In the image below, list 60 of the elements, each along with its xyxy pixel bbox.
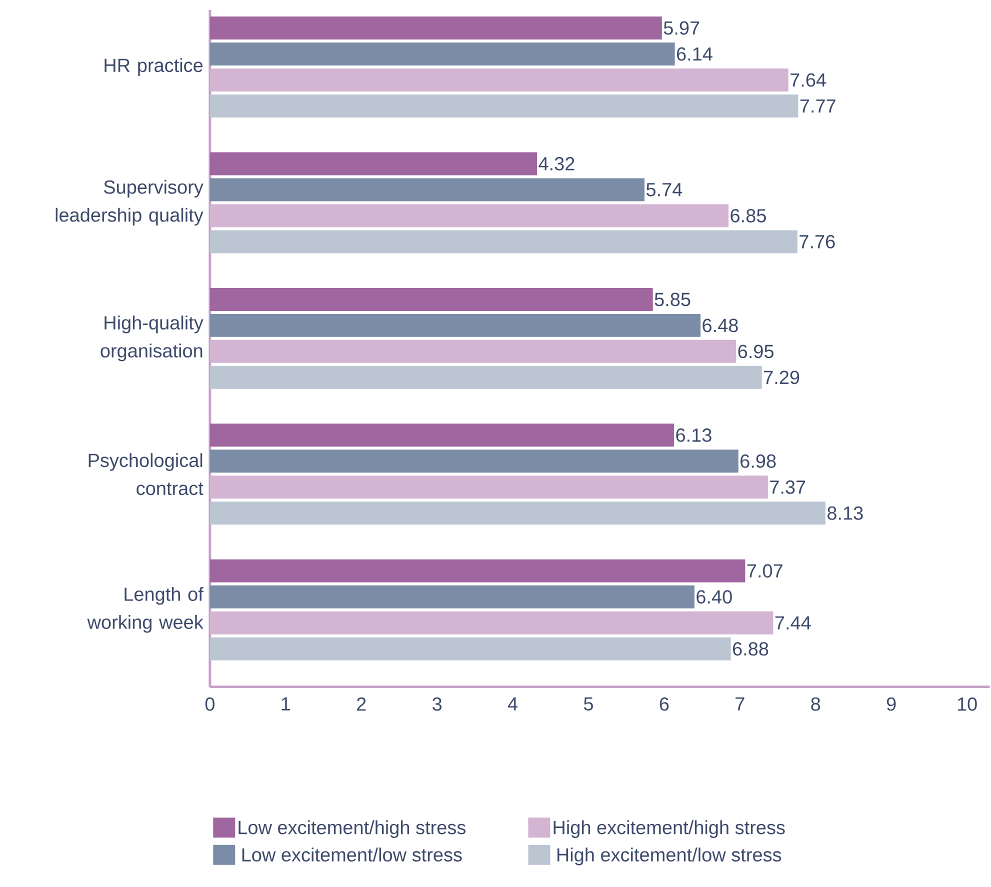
data-label: 6.14	[676, 47, 712, 61]
bar	[210, 230, 798, 254]
bar	[210, 502, 826, 525]
bar	[210, 42, 675, 66]
data-label: 6.40	[696, 590, 732, 604]
x-tick-label: 3	[432, 697, 442, 711]
x-tick-label: 8	[811, 697, 820, 711]
bar	[210, 340, 736, 364]
data-label: 7.37	[770, 480, 806, 494]
x-tick-label: 6	[660, 697, 669, 711]
bar	[210, 476, 768, 499]
bar	[210, 424, 674, 447]
data-label: 6.48	[702, 318, 738, 332]
x-tick-label: 0	[205, 697, 214, 711]
bar	[210, 204, 729, 228]
data-label: 4.32	[538, 157, 574, 171]
bar	[210, 450, 738, 473]
data-label: 7.44	[775, 616, 811, 630]
bar	[210, 178, 645, 202]
data-label: 6.85	[730, 209, 766, 223]
data-label: 6.13	[676, 428, 712, 442]
data-label: 5.97	[664, 21, 700, 35]
legend-label: High excitement/low stress	[557, 848, 782, 866]
y-tick-label: Supervisory leadership quality	[56, 180, 204, 226]
data-label: 7.77	[800, 100, 836, 113]
data-label: 5.85	[654, 292, 690, 306]
bar	[210, 611, 774, 634]
data-label: 6.98	[740, 454, 776, 468]
data-label: 7.07	[747, 564, 782, 578]
x-tick-label: 7	[736, 697, 744, 711]
y-tick-label: High-quality organisation	[100, 316, 204, 362]
legend-label: Low excitement/low stress	[242, 848, 462, 862]
bar	[210, 152, 538, 176]
x-tick-label: 5	[584, 697, 593, 711]
y-tick-label: Psychological contract	[88, 453, 204, 496]
data-label: 7.29	[764, 370, 800, 384]
bar	[210, 585, 694, 608]
x-tick-label: 2	[357, 697, 366, 711]
bar	[210, 94, 798, 118]
data-label: 5.74	[646, 183, 682, 196]
y-tick-label: HR practice	[104, 58, 203, 76]
data-label: 6.95	[738, 344, 774, 358]
bar	[210, 366, 762, 390]
x-tick-label: 10	[958, 697, 977, 711]
x-tick-label: 1	[282, 697, 290, 711]
y-tick-label: Length of working week	[87, 587, 204, 633]
bar	[210, 288, 653, 312]
bar	[210, 68, 788, 92]
legend-label: Low excitement/high stress	[238, 820, 466, 838]
x-tick-label: 4	[508, 697, 518, 711]
bar	[210, 314, 701, 338]
data-label: 7.76	[800, 235, 835, 249]
bar	[210, 559, 746, 582]
bar	[210, 637, 731, 660]
bar	[210, 16, 662, 40]
data-label: 8.13	[827, 506, 863, 520]
data-label: 7.64	[790, 73, 826, 87]
legend-label: High excitement/high stress	[554, 820, 785, 838]
data-label: 6.88	[732, 642, 768, 656]
x-tick-label: 9	[886, 697, 896, 711]
